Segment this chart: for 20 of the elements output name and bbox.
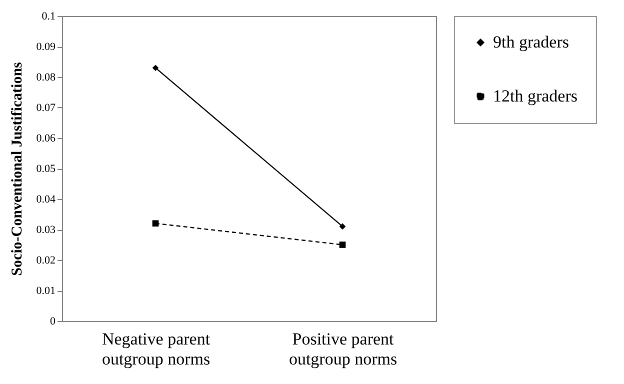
y-tick-label: 0.08 bbox=[36, 72, 56, 84]
legend-label: 12th graders bbox=[493, 86, 578, 106]
y-tick-label: 0.09 bbox=[36, 41, 56, 53]
x-tick-label: Negative parent outgroup norms bbox=[102, 330, 210, 368]
point bbox=[152, 64, 159, 72]
legend-label: 9th graders bbox=[493, 32, 570, 52]
point bbox=[152, 220, 159, 227]
y-tick-label: 0.05 bbox=[36, 163, 56, 175]
y-tick-label: 0.02 bbox=[36, 254, 56, 266]
point bbox=[339, 242, 346, 248]
y-tick-label: 0.07 bbox=[36, 102, 56, 114]
x-tick-label: Positive parent outgroup norms bbox=[288, 330, 398, 368]
point bbox=[339, 223, 346, 230]
y-tick-label: 0 bbox=[50, 316, 56, 328]
y-tick-label: 0.04 bbox=[36, 194, 56, 206]
y-tick-label: 0.1 bbox=[42, 10, 56, 22]
y-tick-label: 0.06 bbox=[36, 132, 56, 144]
y-tick-label: 0.01 bbox=[36, 285, 56, 297]
y-tick-label: 0.03 bbox=[36, 224, 56, 236]
y-axis-title: Socio-Conventional Justifications bbox=[9, 62, 26, 276]
